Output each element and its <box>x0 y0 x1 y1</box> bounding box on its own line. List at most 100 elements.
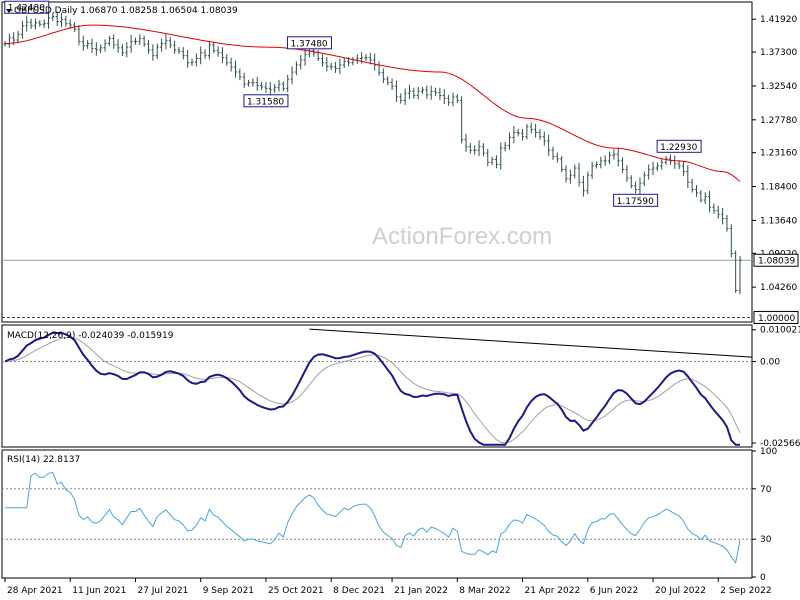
price-bar <box>368 52 372 65</box>
price-bar <box>421 86 425 94</box>
price-bar <box>212 42 216 54</box>
price-bar <box>629 175 633 189</box>
price-bar <box>655 162 659 172</box>
price-y-tick-label: 1.13640 <box>760 216 797 226</box>
price-annotation-text: 1.42480 <box>8 4 45 14</box>
price-bar <box>681 160 685 177</box>
price-bar <box>90 38 94 54</box>
price-bar <box>29 18 33 29</box>
price-bar <box>651 161 655 176</box>
price-bar <box>486 148 490 167</box>
price-bar <box>247 79 251 87</box>
price-bar <box>425 85 429 99</box>
price-bar <box>642 171 646 187</box>
price-bar <box>99 44 103 54</box>
price-bar <box>725 215 729 232</box>
price-bar <box>494 155 498 169</box>
current-price-label: 1.08039 <box>758 257 795 267</box>
price-annotation-text: 1.31580 <box>247 97 284 107</box>
price-bar <box>616 147 620 167</box>
price-bar <box>490 156 494 165</box>
rsi-y-tick-label: 100 <box>760 447 777 457</box>
price-bar <box>299 54 303 70</box>
price-bar <box>277 79 281 92</box>
price-bar <box>399 93 403 104</box>
price-bar <box>33 18 37 30</box>
dropdown-triangle-icon[interactable] <box>6 9 12 13</box>
price-bar <box>373 53 377 71</box>
price-bar <box>451 92 455 107</box>
x-tick-label: 21 Apr 2022 <box>525 586 581 596</box>
price-bar <box>46 12 50 29</box>
price-bar <box>329 62 333 71</box>
price-y-tick-label: 1.41920 <box>760 15 797 25</box>
price-bar <box>177 47 181 54</box>
macd-trendline <box>309 328 753 358</box>
price-bar <box>164 34 168 50</box>
price-bar <box>438 87 442 100</box>
price-bar <box>716 205 720 219</box>
rsi-y-tick-label: 0 <box>760 573 766 583</box>
rsi-y-tick-label: 30 <box>760 535 772 545</box>
x-tick-label: 8 Mar 2022 <box>459 586 510 596</box>
macd-y-tick-label: -0.02566 <box>760 439 800 449</box>
price-y-tick-label: 1.23160 <box>760 149 797 159</box>
price-bar <box>638 177 642 195</box>
price-bar <box>586 171 590 195</box>
price-bar <box>334 62 338 73</box>
price-bar <box>621 157 625 173</box>
price-bar <box>55 11 59 26</box>
price-bar <box>94 42 98 56</box>
price-bar <box>690 178 694 193</box>
price-bar <box>133 37 137 45</box>
price-bar <box>686 165 690 189</box>
x-tick-label: 28 Apr 2021 <box>7 586 63 596</box>
price-bar <box>660 158 664 170</box>
rsi-panel-frame <box>1 449 753 579</box>
price-y-tick-label: 1.37300 <box>760 48 797 58</box>
price-bar <box>390 78 394 91</box>
price-bar <box>173 40 177 54</box>
price-bar <box>20 20 24 39</box>
price-bar <box>325 57 329 72</box>
price-bar <box>168 37 172 49</box>
price-annotation-text: 1.37480 <box>290 39 327 49</box>
price-bar <box>60 12 64 28</box>
price-bar <box>342 57 346 69</box>
price-bar <box>590 161 594 180</box>
price-bar <box>386 76 390 86</box>
price-bar <box>416 86 420 100</box>
price-bar <box>603 155 607 167</box>
price-bar <box>481 143 485 157</box>
level-label: 1.00000 <box>758 314 795 324</box>
price-bar <box>664 155 668 165</box>
price-bar <box>699 190 703 203</box>
price-bar <box>112 34 116 49</box>
price-bar <box>564 165 568 183</box>
price-bar <box>529 122 533 134</box>
price-bar <box>555 152 559 163</box>
price-bar <box>264 81 268 93</box>
price-bar <box>286 74 290 93</box>
price-bar <box>186 49 190 68</box>
price-bar <box>729 224 733 258</box>
price-bar <box>142 35 146 47</box>
price-bar <box>721 207 725 225</box>
macd-line <box>4 331 740 446</box>
price-bar <box>273 84 277 93</box>
price-bar <box>260 81 264 91</box>
price-bar <box>381 68 385 83</box>
price-bar <box>294 61 298 76</box>
price-bar <box>560 155 564 173</box>
price-panel-frame <box>1 1 753 323</box>
macd-y-tick-label: 0.00 <box>760 358 780 368</box>
price-bar <box>225 54 229 66</box>
price-bar <box>116 39 120 53</box>
price-bar <box>538 128 542 140</box>
x-tick-label: 11 Jun 2021 <box>72 586 126 596</box>
price-bar <box>199 46 203 65</box>
price-bar <box>677 160 681 170</box>
price-bar <box>364 54 368 61</box>
